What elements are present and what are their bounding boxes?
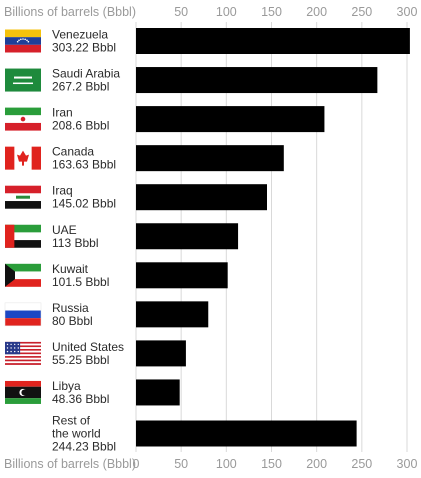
country-name: the world xyxy=(52,427,101,441)
country-name: Iraq xyxy=(52,184,73,198)
country-name: Saudi Arabia xyxy=(52,67,120,81)
category-label: Rest of the world 244.23 Bbbl xyxy=(52,414,116,454)
bar xyxy=(136,28,410,54)
country-name: Kuwait xyxy=(52,262,89,276)
russia-flag-icon xyxy=(4,302,42,327)
country-name: UAE xyxy=(52,223,77,237)
category-label: Venezuela 303.22 Bbbl xyxy=(52,28,116,55)
bottom-tick-label: 200 xyxy=(306,457,327,471)
value-label: 48.36 Bbbl xyxy=(52,392,109,406)
canada-flag-icon xyxy=(5,146,41,170)
venezuela-flag-icon xyxy=(5,29,41,53)
bottom-tick-label: 100 xyxy=(216,457,237,471)
axis-ticks: 50 100 150 200 250 300 0 50 100 150 200 250 300 xyxy=(133,5,418,471)
value-label: 303.22 Bbbl xyxy=(52,41,116,55)
value-label: 55.25 Bbbl xyxy=(52,353,109,367)
bar xyxy=(136,420,357,447)
category-label: UAE 113 Bbbl xyxy=(52,223,98,250)
value-label: 80 Bbbl xyxy=(52,314,93,328)
category-label: Kuwait 101.5 Bbbl xyxy=(52,262,109,289)
bar xyxy=(136,379,180,406)
country-name: Iran xyxy=(52,106,73,120)
value-label: 163.63 Bbbl xyxy=(52,158,116,172)
saudi-arabia-flag-icon xyxy=(5,68,41,92)
top-tick-label: 200 xyxy=(306,5,327,19)
value-label: 101.5 Bbbl xyxy=(52,275,109,289)
bar xyxy=(136,184,267,211)
kuwait-flag-icon xyxy=(5,263,41,287)
libya-flag-icon xyxy=(5,380,41,404)
bar xyxy=(136,67,378,94)
value-label: 113 Bbbl xyxy=(52,236,98,250)
bottom-tick-label: 50 xyxy=(174,457,188,471)
bar xyxy=(136,301,209,328)
value-label: 208.6 Bbbl xyxy=(52,119,109,133)
top-tick-label: 300 xyxy=(397,5,418,19)
bar xyxy=(136,262,228,289)
united-states-flag-icon xyxy=(5,341,41,365)
bottom-tick-label: 250 xyxy=(351,457,372,471)
top-tick-label: 150 xyxy=(261,5,282,19)
bars xyxy=(136,28,410,447)
top-axis-title: Billions of barrels (Bbbl) xyxy=(4,5,136,19)
bar xyxy=(136,340,186,367)
value-label: 267.2 Bbbl xyxy=(52,80,109,94)
uae-flag-icon xyxy=(5,224,41,248)
category-label: Iraq 145.02 Bbbl xyxy=(52,184,116,211)
category-label: United States 55.25 Bbbl xyxy=(52,340,124,367)
category-label: Canada 163.63 Bbbl xyxy=(52,145,116,172)
value-label: 244.23 Bbbl xyxy=(52,440,116,454)
bottom-tick-label: 0 xyxy=(133,457,140,471)
category-label: Saudi Arabia 267.2 Bbbl xyxy=(52,67,120,94)
top-tick-label: 50 xyxy=(174,5,188,19)
top-tick-label: 100 xyxy=(216,5,237,19)
iraq-flag-icon xyxy=(5,185,41,209)
country-name: Canada xyxy=(52,145,94,159)
category-label: Iran 208.6 Bbbl xyxy=(52,106,109,133)
top-tick-label: 250 xyxy=(351,5,372,19)
bar xyxy=(136,223,239,250)
bottom-axis-title: Billions of barrels (Bbbl) xyxy=(4,457,136,471)
bar xyxy=(136,145,284,172)
country-name: Libya xyxy=(52,379,81,393)
category-label: Russia 80 Bbbl xyxy=(52,301,93,328)
country-name: Rest of xyxy=(52,414,91,428)
country-name: Venezuela xyxy=(52,28,108,42)
category-label: Libya 48.36 Bbbl xyxy=(52,379,109,406)
iran-flag-icon xyxy=(5,107,41,131)
category-labels: Venezuela 303.22 Bbbl Saudi Arabia 267.2 Bb… xyxy=(4,28,124,454)
country-name: Russia xyxy=(52,301,89,315)
bottom-tick-label: 150 xyxy=(261,457,282,471)
country-name: United States xyxy=(52,340,124,354)
value-label: 145.02 Bbbl xyxy=(52,197,116,211)
bar xyxy=(136,106,325,133)
bottom-tick-label: 300 xyxy=(397,457,418,471)
